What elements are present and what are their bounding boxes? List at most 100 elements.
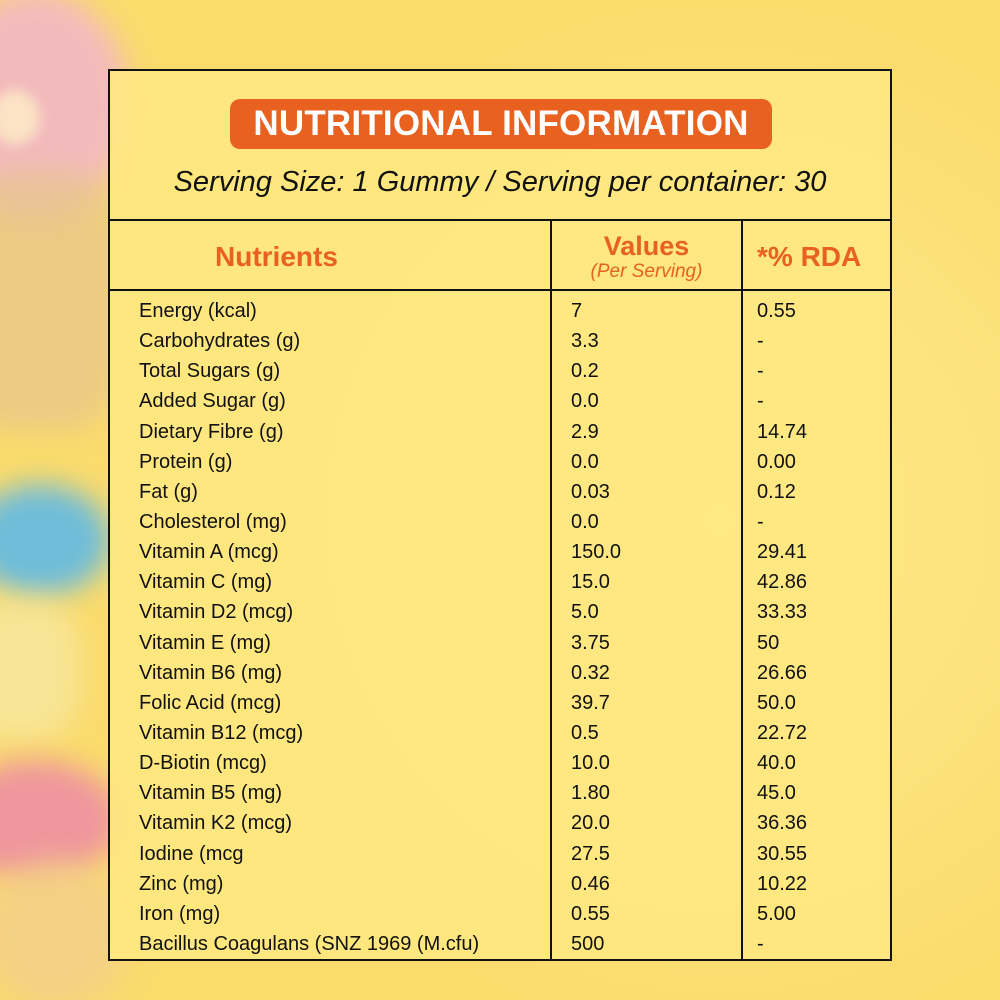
nutrient-name: Protein (g) [139,450,233,473]
column-header-rda-label: *% RDA [757,241,862,272]
nutrient-rda: - [757,390,764,413]
nutrient-value: 0.5 [571,721,599,744]
table-row: Energy (kcal) 7 0.55 [110,297,890,327]
nutrient-rda: 26.66 [757,661,808,684]
nutrient-name: Bacillus Coagulans (SNZ 1969 (M.cfu) [139,932,480,955]
table-row: Vitamin E (mg) 3.75 50 [110,629,890,659]
rda-column-divider [741,291,890,959]
serving-size-text: Serving Size: 1 Gummy / Serving per cont… [173,166,827,198]
nutrient-value: 1.80 [571,782,610,805]
nutrient-rda: 42.86 [757,571,808,594]
table-row: Total Sugars (g) 0.2 - [110,357,890,387]
table-row: Vitamin C (mg) 15.0 42.86 [110,568,890,598]
nutrient-rda: 40.0 [757,752,796,775]
nutrient-value: 0.0 [571,510,599,533]
blurred-blue-candy-decoration [0,485,110,595]
nutrient-rda: 33.33 [757,601,808,624]
nutrient-name: Zinc (mg) [139,872,224,895]
nutrient-name: Vitamin C (mg) [139,571,272,594]
nutrient-name: Vitamin E (mg) [139,631,271,654]
table-row: Cholesterol (mg) 0.0 - [110,508,890,538]
nutrient-rda: 30.55 [757,842,808,865]
nutrient-value: 0.46 [571,872,610,895]
nutrient-value: 500 [571,932,605,955]
nutrient-value: 0.0 [571,450,599,473]
column-header-nutrients-label: Nutrients [215,241,338,272]
nutrient-value: 150.0 [571,541,622,564]
nutrient-name: Iron (mg) [139,902,221,925]
table-row: Carbohydrates (g) 3.3 - [110,327,890,357]
nutrient-rda: 22.72 [757,721,808,744]
table-header: NUTRITIONAL INFORMATION Serving Size: 1 … [110,71,890,221]
table-row: Dietary Fibre (g) 2.9 14.74 [110,418,890,448]
nutrient-name: Energy (kcal) [139,300,257,322]
blurred-tray-decoration [0,170,120,430]
table-row: Vitamin A (mcg) 150.0 29.41 [110,538,890,568]
table-row: Vitamin K2 (mcg) 20.0 36.36 [110,809,890,839]
nutrient-name: Vitamin K2 (mcg) [139,812,293,835]
column-header-values-label: Values [603,231,690,261]
table-row: Iron (mg) 0.55 5.00 [110,900,890,930]
nutrient-rda: 0.12 [757,480,796,503]
nutrient-name: Fat (g) [139,480,198,503]
page-title: NUTRITIONAL INFORMATION [230,99,772,149]
column-header-nutrients: Nutrients [110,221,550,291]
nutrient-name: Vitamin A (mcg) [139,541,279,564]
nutrient-rda: 50.0 [757,691,796,714]
nutrient-rda: - [757,932,764,955]
table-row: Fat (g) 0.03 0.12 [110,478,890,508]
nutrient-name: D-Biotin (mcg) [139,752,267,775]
nutrient-rda: 0.55 [757,300,796,322]
nutrition-table-panel: NUTRITIONAL INFORMATION Serving Size: 1 … [108,69,892,961]
table-row: Vitamin D2 (mcg) 5.0 33.33 [110,598,890,628]
table-row: Added Sugar (g) 0.0 - [110,387,890,417]
nutrient-rda: - [757,360,764,383]
nutrient-value: 3.3 [571,330,599,353]
nutrient-name: Vitamin B6 (mg) [139,661,283,684]
table-row: Vitamin B12 (mcg) 0.5 22.72 [110,719,890,749]
nutrient-rda: 10.22 [757,872,808,895]
nutrient-rda: 50 [757,631,780,654]
nutrient-value: 0.32 [571,661,610,684]
nutrient-name: Total Sugars (g) [139,360,281,383]
nutrient-name: Cholesterol (mg) [139,510,287,533]
nutrient-value: 39.7 [571,691,610,714]
values-column-divider [550,291,741,959]
column-header-rda: *% RDA [741,221,890,291]
nutrient-rda: 0.00 [757,450,796,473]
nutrient-rda: 5.00 [757,902,796,925]
nutrient-value: 0.2 [571,360,599,383]
nutrient-value: 0.0 [571,390,599,413]
table-row: Iodine (mcg 27.5 30.55 [110,840,890,870]
blurred-yellow-candy-decoration [0,600,80,740]
nutrient-value: 15.0 [571,571,610,594]
nutrient-value: 5.0 [571,601,599,624]
nutrient-rda: 36.36 [757,812,808,835]
table-row: Folic Acid (mcg) 39.7 50.0 [110,689,890,719]
column-header-values-sublabel: (Per Serving) [590,261,703,282]
nutrient-name: Carbohydrates (g) [139,330,301,353]
nutrient-value: 2.9 [571,420,599,443]
blurred-donut-hole-decoration [0,90,40,145]
table-row: Bacillus Coagulans (SNZ 1969 (M.cfu) 500 - [110,930,890,960]
table-row: Vitamin B6 (mg) 0.32 26.66 [110,659,890,689]
nutrient-rda: 29.41 [757,541,808,564]
nutrient-value: 7 [571,300,583,322]
table-row: D-Biotin (mcg) 10.0 40.0 [110,749,890,779]
nutrient-name: Vitamin B5 (mg) [139,782,283,805]
table-row: Protein (g) 0.0 0.00 [110,448,890,478]
nutrient-rda: 45.0 [757,782,796,805]
nutrient-value: 0.03 [571,480,610,503]
nutrient-value: 20.0 [571,812,610,835]
nutrient-rda: - [757,330,764,353]
nutrient-value: 3.75 [571,631,610,654]
nutrient-value: 27.5 [571,842,610,865]
nutrient-list: Energy (kcal) 7 0.55 Carbohydrates (g) 3.3- T… [110,297,890,960]
nutrient-rda: - [757,510,764,533]
nutrient-name: Iodine (mcg [139,842,244,865]
nutrient-value: 0.55 [571,902,610,925]
table-row: Zinc (mg) 0.46 10.22 [110,870,890,900]
nutrient-value: 10.0 [571,752,610,775]
table-row: Vitamin B5 (mg) 1.80 45.0 [110,779,890,809]
nutrient-name: Added Sugar (g) [139,390,286,413]
